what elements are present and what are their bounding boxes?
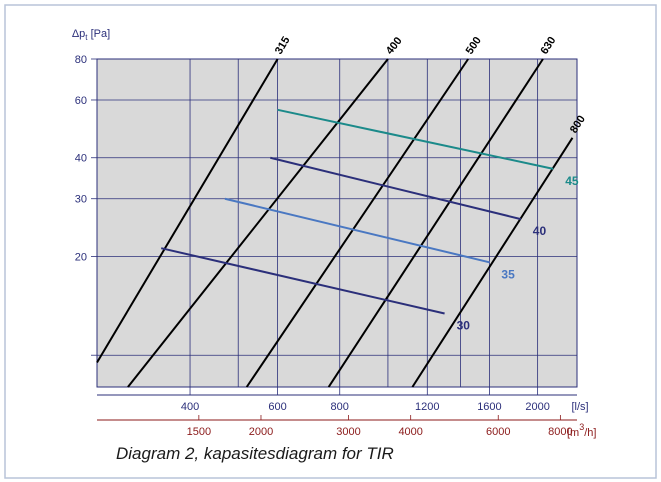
duct-series-group — [96, 58, 574, 388]
velocity-series-group — [160, 108, 554, 315]
plot-area — [96, 58, 578, 388]
y-tick-label: 60 — [75, 95, 87, 107]
x2-axis-unit: [m3/h] — [567, 422, 596, 439]
x2-tick-label: 4000 — [398, 426, 422, 438]
y-tick-label: 40 — [75, 153, 87, 165]
axes: 20 30 40 60 80 Δpt [Pa] 400 600 800 1200 1600 2000 [… — [72, 28, 597, 439]
x-tick-label: 600 — [268, 401, 286, 413]
x2-tick-label: 2000 — [249, 426, 273, 438]
chart-caption: Diagram 2, kapasitesdiagram for TIR — [116, 444, 394, 463]
x-tick-label: 2000 — [525, 401, 549, 413]
duct-line-315 — [96, 58, 279, 364]
velocity-line-30 — [160, 247, 445, 315]
x-tick-label: 800 — [331, 401, 349, 413]
velocity-line-40 — [270, 156, 522, 221]
x2-tick-label: 6000 — [486, 426, 510, 438]
x-axis-unit: [l/s] — [571, 401, 588, 413]
grid — [97, 58, 577, 387]
x-tick-label: 1200 — [415, 401, 439, 413]
x2-tick-label: 3000 — [336, 426, 360, 438]
velocity-label-40: 40 — [533, 224, 547, 238]
duct-line-500 — [245, 58, 470, 388]
duct-line-400 — [127, 58, 389, 388]
velocity-label-45: 45 — [565, 174, 579, 188]
duct-line-800 — [411, 137, 574, 388]
y-tick-label: 80 — [75, 54, 87, 66]
x-tick-label: 400 — [181, 401, 199, 413]
y-axis-label: Δpt [Pa] — [72, 28, 110, 42]
y-tick-label: 20 — [75, 251, 87, 263]
y-tick-label: 30 — [75, 194, 87, 206]
duct-line-630 — [327, 58, 544, 388]
velocity-label-35: 35 — [501, 267, 515, 281]
velocity-label-30: 30 — [457, 319, 471, 333]
velocity-line-35 — [224, 197, 490, 264]
x-tick-label: 1600 — [477, 401, 501, 413]
x2-tick-label: 8000 — [548, 426, 572, 438]
x2-tick-label: 1500 — [187, 426, 211, 438]
velocity-line-45 — [277, 108, 554, 170]
